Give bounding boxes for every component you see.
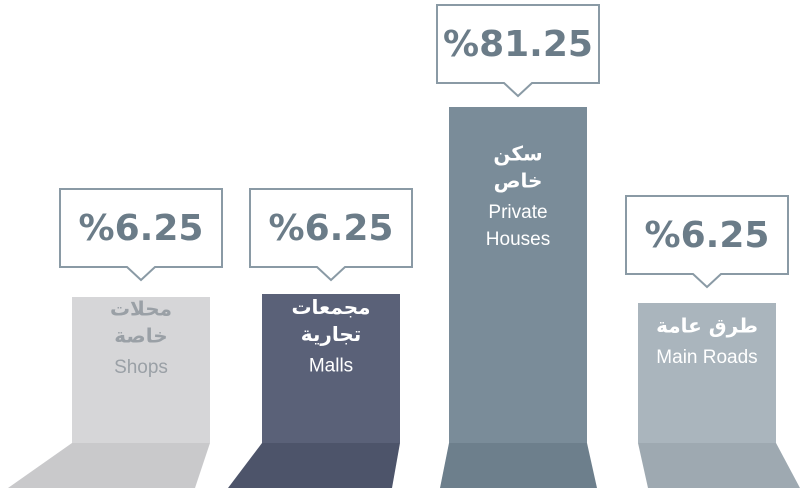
value-label: %6.25: [269, 208, 394, 249]
bar-base: [8, 443, 210, 488]
category-arabic: طرق عامة: [656, 314, 758, 338]
bar-base: [228, 443, 400, 488]
category-arabic: سكن: [493, 142, 542, 166]
category-english: Shops: [114, 357, 168, 378]
bar-base: [440, 443, 597, 488]
category-arabic: تجارية: [301, 322, 362, 346]
category-english: Houses: [486, 229, 550, 250]
category-english: Main Roads: [656, 347, 757, 368]
callout: [625, 195, 789, 289]
bar: [638, 303, 776, 443]
category-english: Malls: [309, 356, 353, 377]
value-label: %81.25: [443, 24, 593, 65]
callout: [436, 4, 600, 98]
bar-base: [638, 443, 800, 488]
bar: [449, 107, 587, 443]
value-label: %6.25: [645, 215, 770, 256]
category-arabic: محلات: [110, 297, 172, 321]
category-english: Private: [488, 202, 547, 223]
category-arabic: خاصة: [114, 324, 167, 348]
category-arabic: خاص: [494, 169, 543, 193]
callout: [249, 188, 413, 282]
bar: [262, 294, 400, 443]
callout: [59, 188, 223, 282]
category-arabic: مجمعات: [291, 295, 370, 319]
bar: [72, 297, 210, 443]
value-label: %6.25: [79, 208, 204, 249]
